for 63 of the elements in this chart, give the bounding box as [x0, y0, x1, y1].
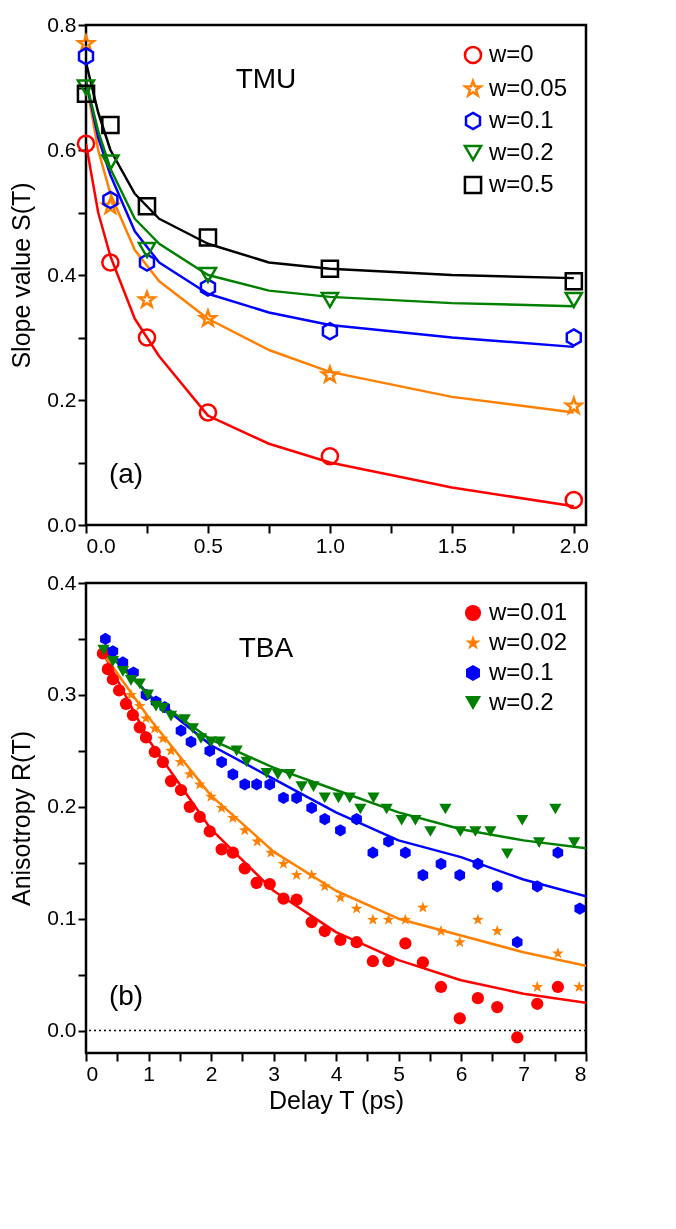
legend-label: w=0 — [488, 40, 534, 67]
point — [321, 321, 339, 341]
legend-label: w=0.01 — [488, 598, 568, 625]
point — [320, 446, 340, 466]
x-tick-label: 1 — [143, 1061, 155, 1085]
point — [101, 115, 120, 135]
x-tick-label: 2.0 — [559, 533, 589, 557]
x-tick-label: 6 — [455, 1061, 468, 1085]
point — [318, 363, 341, 385]
point — [320, 291, 340, 309]
y-tick-label: 0.2 — [47, 794, 77, 818]
point — [564, 271, 584, 291]
legend-label: w=0.1 — [488, 658, 554, 685]
y-axis-title: Slope value S(T) — [7, 182, 36, 369]
point — [101, 154, 120, 171]
y-tick-label: 0.0 — [47, 1018, 77, 1042]
x-tick-label: 0 — [86, 1061, 99, 1085]
annotation: TMU — [235, 63, 297, 94]
point — [198, 403, 218, 422]
legend-label: w=0.5 — [488, 170, 554, 197]
x-tick-label: 7 — [518, 1061, 530, 1085]
y-axis-title: Anisotropy R(T) — [7, 730, 36, 907]
point — [76, 84, 96, 104]
x-tick-label: 2 — [205, 1061, 218, 1085]
x-tick-label: 1.0 — [315, 533, 345, 557]
y-tick-label: 0.8 — [47, 12, 77, 36]
x-tick-label: 8 — [574, 1061, 587, 1085]
y-tick-label: 0.0 — [47, 512, 77, 536]
legend-label: w=0.02 — [488, 628, 568, 655]
y-tick-label: 0.1 — [47, 906, 77, 930]
legend-label: w=0.1 — [488, 106, 554, 133]
point — [137, 196, 157, 216]
x-tick-label: 0.0 — [86, 533, 116, 557]
point — [564, 291, 584, 309]
x-tick-label: 4 — [330, 1061, 343, 1085]
x-tick-label: 3 — [268, 1061, 280, 1085]
legend-label: w=0.05 — [488, 74, 568, 101]
x-tick-label: 0.5 — [193, 533, 224, 557]
point — [137, 328, 157, 347]
x-axis-title: Delay T (ps) — [268, 1085, 405, 1114]
y-tick-label: 0.4 — [47, 570, 77, 594]
annotation: (b) — [108, 979, 144, 1011]
point — [198, 266, 218, 284]
x-tick-label: 5 — [393, 1061, 405, 1085]
annotation: (a) — [108, 458, 144, 489]
point — [564, 490, 584, 510]
point — [76, 134, 96, 154]
point — [102, 190, 119, 210]
x-tick-label: 1.5 — [437, 533, 467, 557]
point — [198, 228, 218, 247]
legend-label: w=0.2 — [488, 688, 554, 715]
point — [101, 253, 120, 272]
annotation: TBA — [238, 631, 294, 663]
point — [565, 328, 583, 347]
point — [320, 259, 340, 279]
y-tick-label: 0.4 — [47, 262, 77, 286]
legend-label: w=0.2 — [488, 138, 554, 165]
point — [137, 241, 157, 259]
y-tick-label: 0.6 — [47, 137, 77, 161]
point — [77, 46, 95, 66]
y-tick-label: 0.2 — [47, 387, 77, 411]
point — [562, 394, 585, 416]
y-tick-label: 0.3 — [47, 682, 77, 706]
